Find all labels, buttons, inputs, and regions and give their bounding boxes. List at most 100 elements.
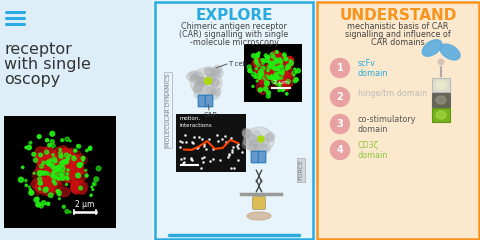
Ellipse shape bbox=[261, 138, 269, 146]
Ellipse shape bbox=[64, 175, 74, 183]
Ellipse shape bbox=[58, 194, 60, 196]
Ellipse shape bbox=[206, 68, 215, 77]
Ellipse shape bbox=[285, 71, 288, 75]
FancyBboxPatch shape bbox=[0, 0, 152, 240]
Ellipse shape bbox=[279, 60, 283, 64]
Ellipse shape bbox=[59, 156, 71, 167]
Ellipse shape bbox=[69, 211, 71, 213]
Ellipse shape bbox=[280, 71, 284, 75]
Ellipse shape bbox=[189, 71, 198, 79]
Ellipse shape bbox=[59, 174, 61, 176]
Ellipse shape bbox=[45, 172, 52, 177]
Text: domain: domain bbox=[358, 150, 388, 160]
Ellipse shape bbox=[66, 157, 79, 169]
Ellipse shape bbox=[267, 132, 275, 141]
Ellipse shape bbox=[278, 58, 282, 61]
Ellipse shape bbox=[252, 54, 256, 58]
Ellipse shape bbox=[41, 156, 48, 164]
Ellipse shape bbox=[265, 81, 269, 85]
FancyBboxPatch shape bbox=[198, 95, 206, 107]
Ellipse shape bbox=[72, 165, 82, 180]
Ellipse shape bbox=[77, 145, 79, 147]
Ellipse shape bbox=[267, 66, 271, 69]
Ellipse shape bbox=[196, 81, 204, 89]
Ellipse shape bbox=[282, 57, 290, 68]
Ellipse shape bbox=[65, 157, 73, 163]
Ellipse shape bbox=[260, 72, 264, 76]
Ellipse shape bbox=[273, 52, 284, 63]
Ellipse shape bbox=[77, 151, 81, 156]
Ellipse shape bbox=[258, 76, 261, 79]
Ellipse shape bbox=[94, 177, 98, 182]
Ellipse shape bbox=[296, 69, 300, 73]
Text: 1: 1 bbox=[336, 63, 343, 73]
Ellipse shape bbox=[46, 139, 48, 142]
Ellipse shape bbox=[54, 160, 57, 163]
Ellipse shape bbox=[59, 146, 70, 159]
Ellipse shape bbox=[70, 172, 82, 188]
Ellipse shape bbox=[33, 173, 35, 174]
Ellipse shape bbox=[267, 66, 271, 72]
Ellipse shape bbox=[18, 177, 24, 182]
Ellipse shape bbox=[79, 157, 84, 163]
Ellipse shape bbox=[281, 69, 285, 72]
Ellipse shape bbox=[37, 135, 41, 138]
Ellipse shape bbox=[287, 65, 290, 69]
FancyBboxPatch shape bbox=[317, 2, 479, 239]
Ellipse shape bbox=[92, 189, 94, 190]
Ellipse shape bbox=[277, 77, 280, 79]
Ellipse shape bbox=[277, 76, 279, 78]
Circle shape bbox=[331, 140, 349, 160]
Ellipse shape bbox=[266, 64, 272, 72]
Ellipse shape bbox=[278, 73, 284, 80]
Ellipse shape bbox=[96, 166, 101, 171]
Ellipse shape bbox=[276, 81, 282, 86]
Ellipse shape bbox=[205, 76, 215, 84]
Ellipse shape bbox=[284, 58, 287, 61]
Ellipse shape bbox=[294, 68, 296, 70]
Ellipse shape bbox=[270, 75, 274, 80]
Ellipse shape bbox=[255, 69, 260, 74]
Ellipse shape bbox=[59, 155, 63, 158]
Ellipse shape bbox=[48, 162, 60, 171]
FancyBboxPatch shape bbox=[155, 2, 313, 239]
Ellipse shape bbox=[271, 59, 280, 70]
Ellipse shape bbox=[53, 167, 58, 172]
Ellipse shape bbox=[47, 171, 54, 180]
Ellipse shape bbox=[264, 87, 268, 91]
Ellipse shape bbox=[249, 144, 257, 152]
Ellipse shape bbox=[436, 81, 446, 89]
Ellipse shape bbox=[272, 78, 281, 89]
Ellipse shape bbox=[259, 145, 267, 153]
Ellipse shape bbox=[61, 160, 64, 163]
Ellipse shape bbox=[272, 55, 275, 59]
Ellipse shape bbox=[39, 153, 42, 157]
Ellipse shape bbox=[292, 71, 296, 75]
Ellipse shape bbox=[59, 151, 62, 155]
Ellipse shape bbox=[79, 186, 83, 190]
Ellipse shape bbox=[243, 130, 251, 138]
Ellipse shape bbox=[276, 83, 278, 85]
Ellipse shape bbox=[51, 163, 53, 166]
Ellipse shape bbox=[71, 181, 88, 194]
Text: receptor: receptor bbox=[4, 42, 72, 57]
Ellipse shape bbox=[200, 78, 209, 86]
Ellipse shape bbox=[46, 160, 51, 165]
Text: CD3ζ: CD3ζ bbox=[358, 142, 379, 150]
Ellipse shape bbox=[263, 77, 265, 79]
Ellipse shape bbox=[32, 168, 49, 180]
Ellipse shape bbox=[267, 60, 270, 62]
Text: MOLECULAR DYNAMICS: MOLECULAR DYNAMICS bbox=[166, 73, 170, 147]
Ellipse shape bbox=[248, 69, 252, 73]
Ellipse shape bbox=[66, 183, 68, 186]
Ellipse shape bbox=[243, 129, 252, 137]
Ellipse shape bbox=[278, 89, 280, 92]
Ellipse shape bbox=[275, 58, 279, 62]
Ellipse shape bbox=[213, 66, 222, 73]
Ellipse shape bbox=[50, 140, 54, 144]
Ellipse shape bbox=[249, 141, 257, 149]
Ellipse shape bbox=[255, 58, 258, 60]
Ellipse shape bbox=[252, 72, 256, 76]
Ellipse shape bbox=[439, 60, 444, 65]
Ellipse shape bbox=[41, 201, 46, 205]
